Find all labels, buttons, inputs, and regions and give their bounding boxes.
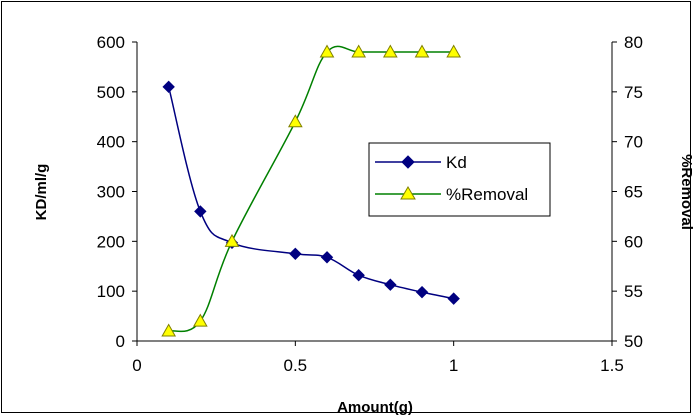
x-tick-label: 1.5	[600, 356, 624, 375]
y2-tick-label: 60	[624, 232, 643, 251]
data-point-kd	[194, 205, 207, 218]
y-tick-label: 200	[97, 232, 125, 251]
legend-box	[368, 142, 551, 217]
data-point-removal	[382, 44, 398, 58]
y-tick-label: 400	[97, 133, 125, 152]
x-tick-label: 0	[132, 356, 141, 375]
y2-tick-label: 55	[624, 282, 643, 301]
data-point-kd	[352, 269, 365, 282]
legend: Kd %Removal	[368, 142, 551, 217]
legend-kd-label: Kd	[446, 153, 467, 172]
y2-tick-label: 80	[624, 33, 643, 52]
chart-axes	[132, 41, 617, 346]
y2-axis-title: %Removal	[678, 154, 694, 230]
data-point-removal	[287, 114, 303, 128]
data-point-removal	[192, 313, 208, 327]
data-point-removal	[319, 44, 335, 58]
y2-tick-label: 65	[624, 183, 643, 202]
x-axis-title: Amount(g)	[337, 399, 413, 416]
legend-removal-marker	[400, 186, 416, 200]
series-line-removal	[168, 45, 454, 333]
data-point-kd	[289, 247, 302, 260]
data-point-removal	[224, 233, 240, 247]
data-point-removal	[414, 44, 430, 58]
legend-kd-marker	[401, 155, 415, 169]
x-tick-label: 0.5	[284, 356, 308, 375]
data-point-kd	[384, 278, 397, 291]
data-point-removal	[446, 44, 462, 58]
y-tick-label: 500	[97, 83, 125, 102]
data-point-kd	[415, 285, 429, 299]
y-axis-title: KD/ml/g	[33, 164, 50, 221]
data-point-removal	[161, 323, 177, 337]
y-tick-label: 100	[97, 282, 125, 301]
data-point-removal	[351, 44, 367, 58]
data-point-kd	[447, 292, 460, 305]
y2-tick-label: 75	[624, 83, 643, 102]
y-tick-label: 300	[97, 183, 125, 202]
data-point-kd	[162, 80, 175, 94]
legend-removal-label: %Removal	[446, 185, 528, 204]
y2-tick-label: 50	[624, 332, 643, 351]
data-point-kd	[320, 251, 334, 264]
y-tick-label: 600	[97, 33, 125, 52]
x-tick-label: 1	[449, 356, 458, 375]
data-series	[161, 44, 462, 337]
y2-tick-label: 70	[624, 133, 643, 152]
tick-labels: 0 100 200 300 400 500 600 50 55 60 65 70 75 80 0 0.5 1 1.…	[97, 33, 643, 375]
y-tick-label: 0	[116, 332, 125, 351]
